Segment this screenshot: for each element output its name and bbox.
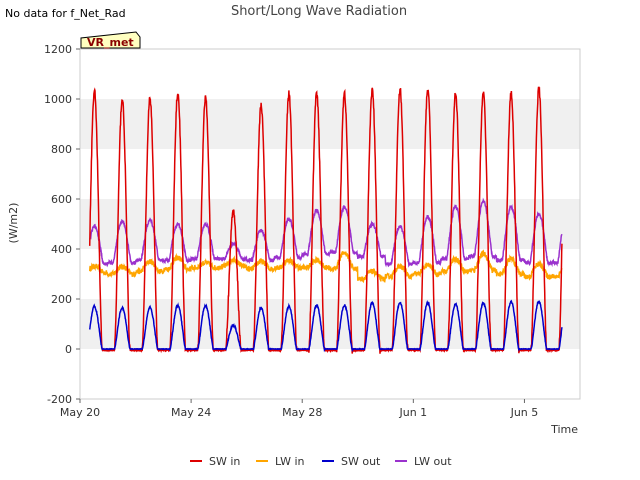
series-line-sw-in xyxy=(88,86,563,354)
series-line-lw-in xyxy=(88,249,563,284)
y-axis-label: (W/m2) xyxy=(7,203,20,244)
series-line-lw-out xyxy=(89,197,563,268)
y-tick-label: -200 xyxy=(47,393,72,406)
series-line-sw-out xyxy=(88,299,563,353)
legend-label: SW in xyxy=(209,455,240,468)
y-tick-label: 1200 xyxy=(44,43,72,56)
plot-border xyxy=(79,48,581,400)
grid-bands xyxy=(80,99,580,349)
no-data-note: No data for f_Net_Rad xyxy=(5,7,126,20)
grid-band xyxy=(80,299,580,349)
y-tick-label: 400 xyxy=(51,243,72,256)
chart-title: Short/Long Wave Radiation xyxy=(231,4,407,19)
x-tick-label: May 28 xyxy=(282,406,322,419)
site-badge: VR_met xyxy=(80,31,141,49)
y-tick-label: 1000 xyxy=(44,93,72,106)
grid-band xyxy=(80,99,580,149)
legend-label: LW out xyxy=(414,455,452,468)
x-tick-label: Jun 1 xyxy=(398,406,427,419)
x-axis-label: Time xyxy=(550,423,578,436)
x-tick-label: May 24 xyxy=(171,406,211,419)
x-tick-label: May 20 xyxy=(60,406,100,419)
badge-box xyxy=(80,31,141,49)
badge-label: VR_met xyxy=(87,36,134,49)
legend-label: SW out xyxy=(341,455,381,468)
y-tick-label: 200 xyxy=(51,293,72,306)
x-tick-label: Jun 5 xyxy=(510,406,539,419)
legend-label: LW in xyxy=(275,455,305,468)
legend: SW in LW in SW out LW out xyxy=(190,455,452,468)
y-axis: -200 0 200 400 600 800 1000 1200 xyxy=(44,43,80,406)
y-tick-label: 800 xyxy=(51,143,72,156)
y-tick-label: 0 xyxy=(65,343,72,356)
grid-band xyxy=(80,199,580,249)
series-layer xyxy=(88,86,563,354)
x-axis: May 20 May 24 May 28 Jun 1 Jun 5 xyxy=(60,399,538,419)
y-tick-label: 600 xyxy=(51,193,72,206)
